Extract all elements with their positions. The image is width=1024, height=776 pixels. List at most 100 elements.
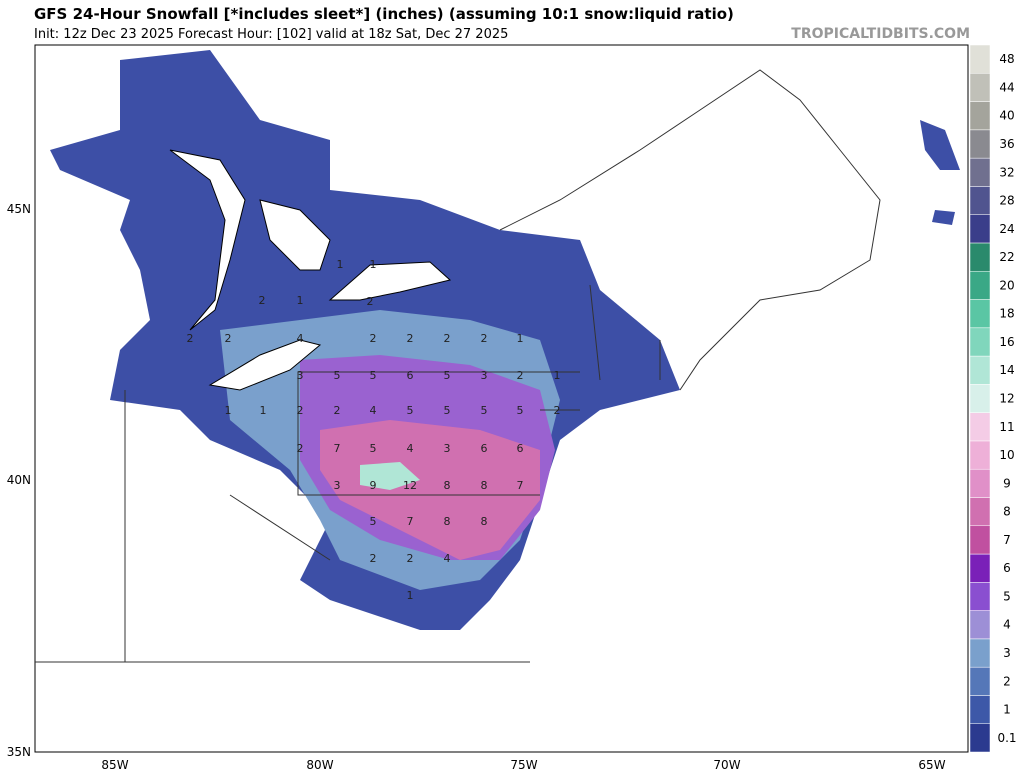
map [34,44,969,753]
colorbar-swatch [969,723,991,753]
lon-label: 80W [306,758,333,772]
map-label: 5 [370,442,377,455]
map-label: 8 [481,515,488,528]
map-label: 9 [370,479,377,492]
map-label: 1 [260,404,267,417]
colorbar-label: 1 [1003,703,1011,717]
lake [259,199,331,271]
map-label: 7 [334,442,341,455]
snow-area [920,120,960,225]
colorbar-label: 32 [999,165,1014,179]
lat-label: 45N [7,202,31,216]
map-label: 2 [334,404,341,417]
colorbar-label: 2 [1003,674,1011,688]
map-label: 2 [297,442,304,455]
subtitle: Init: 12z Dec 23 2025 Forecast Hour: [10… [34,27,508,42]
map-label: 4 [297,332,304,345]
state-border [35,284,661,663]
colorbar-swatch [969,610,991,640]
colorbar-swatch [969,101,991,131]
map-label: 4 [407,442,414,455]
colorbar-label: 3 [1003,646,1011,660]
map-label: 7 [407,515,414,528]
map-label: 2 [225,332,232,345]
colorbar-swatch [969,299,991,329]
colorbar-label: 7 [1003,533,1011,547]
colorbar-label: 9 [1003,476,1011,490]
colorbar-label: 8 [1003,505,1011,519]
map-label: 4 [370,404,377,417]
map-label: 8 [444,515,451,528]
map-label: 2 [370,332,377,345]
colorbar-swatch [969,327,991,357]
map-label: 5 [370,515,377,528]
lat-label: 40N [7,473,31,487]
map-label: 6 [407,369,414,382]
colorbar-label: 11 [999,420,1014,434]
lat-label: 35N [7,745,31,759]
colorbar-swatch [969,553,991,583]
map-label: 1 [554,369,561,382]
map-label: 7 [517,479,524,492]
lake [208,339,322,391]
map-label: 6 [517,442,524,455]
map-label: 2 [187,332,194,345]
colorbar-label: 44 [999,80,1014,94]
colorbar-label: 0.1 [997,731,1016,745]
lon-label: 70W [713,758,740,772]
map-label: 2 [367,295,374,308]
lake [328,261,452,301]
map-label: 2 [444,332,451,345]
map-label: 4 [444,552,451,565]
colorbar-label: 6 [1003,561,1011,575]
map-label: 3 [334,479,341,492]
snow-area [360,462,420,490]
map-label: 5 [370,369,377,382]
map-label: 3 [297,369,304,382]
colorbar: 0.11234567891011121416182022242832364044… [969,44,1017,753]
snow-area [320,420,540,560]
map-label: 1 [370,258,377,271]
map-label: 8 [444,479,451,492]
map-label: 2 [370,552,377,565]
colorbar-swatch [969,412,991,442]
map-label: 5 [481,404,488,417]
map-label: 5 [444,369,451,382]
map-label: 2 [481,332,488,345]
colorbar-label: 18 [999,307,1014,321]
map-label: 1 [297,294,304,307]
map-label: 5 [517,404,524,417]
colorbar-swatch [969,242,991,272]
colorbar-swatch [969,525,991,555]
map-label: 3 [481,369,488,382]
lon-label: 65W [918,758,945,772]
colorbar-label: 16 [999,335,1014,349]
colorbar-swatch [969,44,991,74]
coastline [499,69,881,391]
colorbar-swatch [969,666,991,696]
colorbar-swatch [969,355,991,385]
map-label: 5 [407,404,414,417]
colorbar-swatch [969,157,991,187]
colorbar-swatch [969,468,991,498]
colorbar-label: 14 [999,363,1014,377]
colorbar-swatch [969,497,991,527]
colorbar-label: 36 [999,137,1014,151]
map-label: 2 [554,404,561,417]
colorbar-label: 20 [999,278,1014,292]
map-label: 2 [297,404,304,417]
colorbar-label: 22 [999,250,1014,264]
colorbar-label: 10 [999,448,1014,462]
map-label: 1 [407,589,414,602]
map-label: 1 [517,332,524,345]
map-label: 1 [337,258,344,271]
lake [169,149,246,331]
map-label: 5 [334,369,341,382]
colorbar-label: 12 [999,392,1014,406]
colorbar-swatch [969,214,991,244]
lon-label: 75W [510,758,537,772]
map-label: 6 [481,442,488,455]
colorbar-swatch [969,440,991,470]
colorbar-label: 40 [999,109,1014,123]
